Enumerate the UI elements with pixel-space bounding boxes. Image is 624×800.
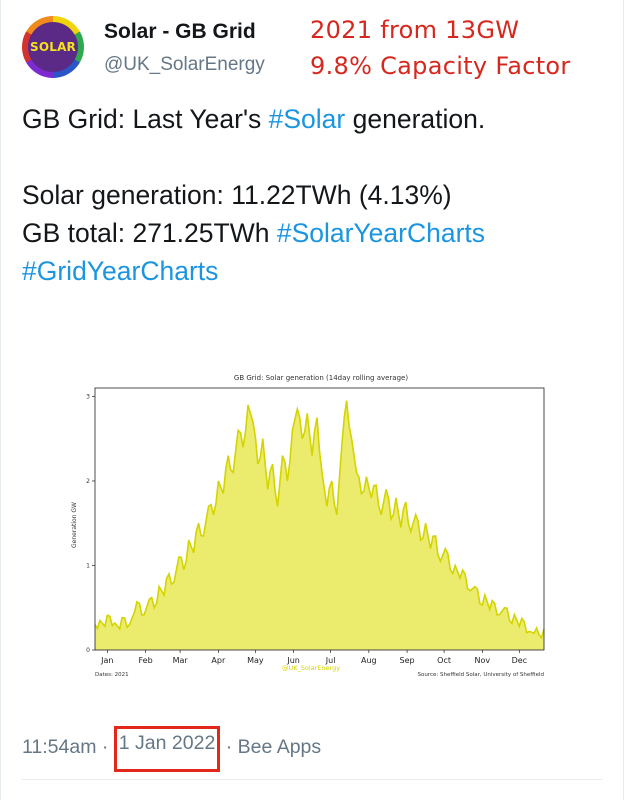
tweet-meta: 11:54am · 1 Jan 2022 · Bee Apps xyxy=(22,726,322,776)
x-tick-label: May xyxy=(247,656,264,665)
tweet-line-3: GB total: 271.25TWh #SolarYearCharts xyxy=(22,214,612,252)
meta-separator: · xyxy=(101,736,109,758)
hashtag-link[interactable]: #SolarYearCharts xyxy=(276,218,486,248)
tweet-line-4: #GridYearCharts xyxy=(22,252,612,290)
divider xyxy=(22,779,602,780)
tweet-text-segment: generation. xyxy=(345,104,486,134)
y-tick-label: 1 xyxy=(86,562,90,569)
chart-footer-right: Source: Sheffield Solar, University of S… xyxy=(418,672,544,678)
x-tick-label: Apr xyxy=(211,656,226,665)
x-tick-label: Jun xyxy=(286,656,300,665)
tweet-date[interactable]: 1 Jan 2022 xyxy=(113,726,221,772)
annotation-line-1: 2021 from 13GW xyxy=(310,16,520,44)
y-axis-label: Generation GW xyxy=(71,502,78,548)
tweet-time[interactable]: 11:54am xyxy=(22,736,97,758)
y-tick-label: 2 xyxy=(86,478,90,485)
meta-separator: · xyxy=(225,736,233,758)
y-tick-label: 3 xyxy=(86,393,90,400)
frame-border-left xyxy=(0,0,1,800)
tweet-text-segment: GB Grid: Last Year's xyxy=(22,104,269,134)
x-tick-label: Mar xyxy=(173,656,189,665)
x-tick-label: Dec xyxy=(512,656,527,665)
tweet-line-1: GB Grid: Last Year's #Solar generation. xyxy=(22,100,612,138)
avatar-logo: SOLAR xyxy=(28,22,78,72)
y-tick-label: 0 xyxy=(86,647,90,654)
solar-generation-chart: GB Grid: Solar generation (14day rolling… xyxy=(71,374,545,678)
author-handle[interactable]: @UK_SolarEnergy xyxy=(104,54,265,75)
plot-frame xyxy=(94,387,545,651)
tweet-client[interactable]: Bee Apps xyxy=(237,736,322,758)
chart-image[interactable]: GB Grid: Solar generation (14day rolling… xyxy=(66,370,556,692)
hashtag-link[interactable]: #Solar xyxy=(268,104,346,134)
x-tick-label: Jan xyxy=(100,656,113,665)
x-tick-label: Jul xyxy=(325,656,336,665)
hashtag-link[interactable]: #GridYearCharts xyxy=(22,256,219,286)
x-tick-label: Feb xyxy=(138,656,152,665)
x-tick-label: Aug xyxy=(361,656,377,665)
x-tick-label: Sep xyxy=(400,656,415,665)
tweet-line-2: Solar generation: 11.22TWh (4.13%) xyxy=(22,180,452,210)
avatar[interactable]: SOLAR xyxy=(22,16,84,78)
author-name[interactable]: Solar - GB Grid xyxy=(104,20,256,43)
x-tick-label: Oct xyxy=(437,656,451,665)
line-series-solar xyxy=(94,400,545,640)
tweet-text-segment: GB total: 271.25TWh xyxy=(22,218,277,248)
chart-footer-left: Dates: 2021 xyxy=(95,672,129,678)
chart-watermark: @UK_SolarEnergy xyxy=(282,664,340,672)
chart-title: GB Grid: Solar generation (14day rolling… xyxy=(234,374,408,382)
annotation-line-2: 9.8% Capacity Factor xyxy=(310,52,571,80)
x-tick-label: Nov xyxy=(475,656,491,665)
blank-line xyxy=(22,138,612,176)
avatar-logo-text: SOLAR xyxy=(29,40,77,54)
area-series-solar xyxy=(95,400,544,650)
tweet-text: GB Grid: Last Year's #Solar generation. … xyxy=(22,100,612,290)
